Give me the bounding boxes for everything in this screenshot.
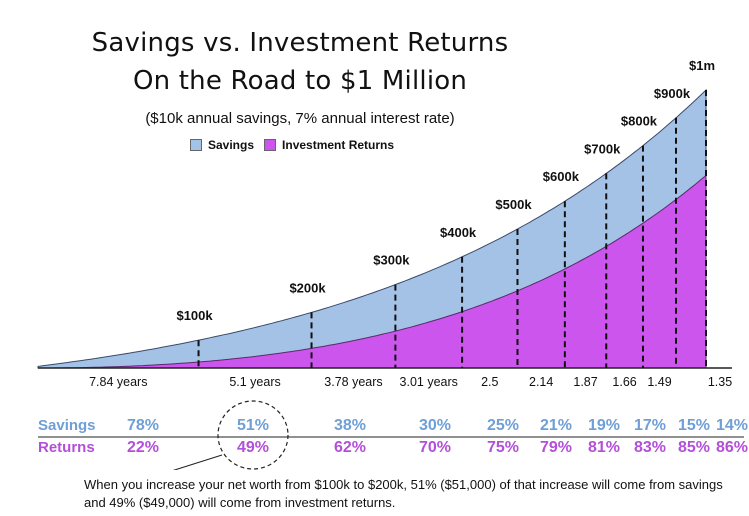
savings-percent: 51% — [237, 417, 269, 434]
returns-area — [38, 174, 707, 369]
interval-years-label: 2.14 — [529, 375, 553, 389]
returns-percent: 22% — [127, 439, 159, 456]
returns-percent: 81% — [588, 439, 620, 456]
legend-label-returns: Investment Returns — [282, 138, 395, 152]
milestone-label: $200k — [289, 280, 326, 295]
highlight-circle — [217, 400, 289, 470]
returns-percent: 85% — [678, 439, 710, 456]
chart-legend: Savings Investment Returns — [190, 138, 394, 152]
savings-percent: 25% — [487, 417, 519, 434]
milestone-label: $400k — [440, 225, 477, 240]
milestone-label: $300k — [373, 253, 410, 268]
chart-title-line-2: On the Road to $1 Million — [132, 66, 468, 96]
returns-percent: 70% — [419, 439, 451, 456]
footnote-panel — [0, 470, 749, 516]
savings-percent: 15% — [678, 417, 710, 434]
returns-percent: 86% — [716, 439, 748, 456]
milestone-label: $500k — [495, 197, 532, 212]
savings-percent: 17% — [634, 417, 666, 434]
savings-percent: 19% — [588, 417, 620, 434]
interval-years-label: 1.66 — [612, 375, 636, 389]
legend-swatch-returns — [264, 139, 277, 151]
savings-percent: 38% — [334, 417, 366, 434]
interval-years-label: 3.01 years — [400, 375, 458, 389]
footnote-text: When you increase your net worth from $1… — [84, 477, 723, 510]
interval-years-label: 1.35 — [708, 375, 732, 389]
row-label-savings: Savings — [38, 417, 96, 434]
milestone-label: $800k — [621, 114, 658, 129]
legend-swatch-savings — [190, 139, 202, 151]
returns-percent: 83% — [634, 439, 666, 456]
row-label-returns: Returns — [38, 439, 95, 456]
returns-percent: 75% — [487, 439, 519, 456]
interval-years-label: 2.5 — [481, 375, 498, 389]
milestone-label: $600k — [543, 169, 580, 184]
interval-years-label: 1.87 — [573, 375, 597, 389]
returns-percent: 62% — [334, 439, 366, 456]
milestone-label: $1m — [689, 58, 715, 73]
milestone-label: $700k — [584, 141, 621, 156]
chart-title-line-1: Savings vs. Investment Returns — [91, 28, 509, 58]
interval-years-label: 5.1 years — [229, 375, 280, 389]
chart-subtitle: ($10k annual savings, 7% annual interest… — [145, 110, 455, 127]
savings-percent: 30% — [419, 417, 451, 434]
savings-percent: 21% — [540, 417, 572, 434]
returns-percent: 49% — [237, 439, 269, 456]
interval-years-label: 7.84 years — [89, 375, 147, 389]
milestone-label: $100k — [176, 308, 213, 323]
returns-percent: 79% — [540, 439, 572, 456]
legend-label-savings: Savings — [208, 138, 255, 152]
savings-percent: 78% — [127, 417, 159, 434]
interval-years-label: 1.49 — [647, 375, 671, 389]
milestone-label: $900k — [654, 86, 691, 101]
interval-years-label: 3.78 years — [324, 375, 382, 389]
savings-percent: 14% — [716, 417, 748, 434]
